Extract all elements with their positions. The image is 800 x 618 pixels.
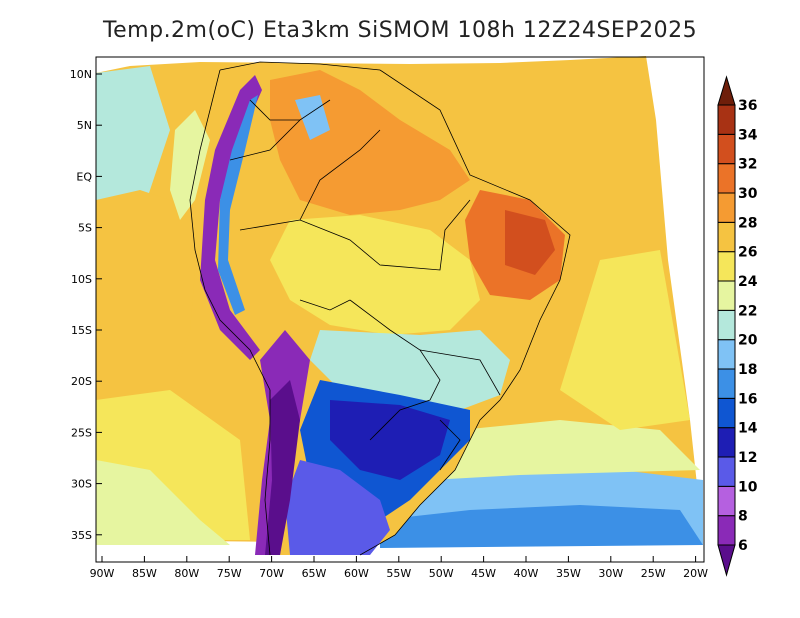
- ocean-atlantic-south-mid: [430, 420, 700, 480]
- colorbar-top-arrow: [717, 75, 736, 106]
- ocean-atlantic-east: [560, 250, 690, 430]
- lat-tick-label: 30S: [71, 478, 92, 491]
- colorbar-label: 14: [738, 421, 758, 437]
- land-patagonia: [285, 460, 390, 555]
- lon-tick-label: 60W: [344, 567, 369, 580]
- colorbar-label: 26: [738, 245, 757, 261]
- ocean-pacific-south-cool: [96, 460, 230, 545]
- lon-tick-label: 70W: [259, 567, 284, 580]
- colorbar-segment: [717, 515, 736, 546]
- colorbar-label: 16: [738, 391, 757, 407]
- longitude-ticks: 90W 85W 80W 75W 70W 65W 60W 55W 50W 45W 40W 35W 30W 2…: [90, 556, 708, 580]
- lon-tick-label: 45W: [471, 567, 496, 580]
- colorbar-segment: [717, 456, 736, 487]
- lat-tick-label: 25S: [71, 426, 92, 439]
- colorbar-label: 36: [738, 98, 757, 114]
- colorbar-label: 10: [738, 479, 758, 495]
- lon-tick-label: 20W: [683, 567, 708, 580]
- lon-tick-label: 25W: [641, 567, 666, 580]
- colorbar-label: 30: [738, 186, 758, 202]
- lon-tick-label: 30W: [598, 567, 623, 580]
- plot-frame: [95, 56, 705, 563]
- land-northeast-core: [505, 210, 555, 275]
- lat-tick-label: 5S: [78, 222, 92, 235]
- ocean-pacific-north: [96, 66, 170, 220]
- lon-tick-label: 90W: [90, 567, 115, 580]
- land-central-warm: [270, 215, 480, 335]
- land-andes-colder: [265, 380, 300, 555]
- colorbar-label: 28: [738, 215, 757, 231]
- colorbar-segment: [717, 280, 736, 311]
- colorbar-label: 32: [738, 157, 757, 173]
- lat-tick-label: 10N: [70, 68, 92, 81]
- colorbar-segment: [717, 192, 736, 223]
- colorbar-segment: [717, 104, 736, 135]
- colorbar-label: 24: [738, 274, 758, 290]
- lon-tick-label: 35W: [556, 567, 581, 580]
- latitude-ticks: 10N 5N EQ 5S 10S 15S 20S 25S 30S 35S: [70, 68, 102, 542]
- lon-tick-label: 85W: [132, 567, 157, 580]
- colorbar-segment: [717, 163, 736, 194]
- lat-tick-label: 35S: [71, 529, 92, 542]
- lon-tick-label: 40W: [514, 567, 539, 580]
- land-pampas-cold: [330, 400, 450, 480]
- colorbar-label: 34: [738, 127, 758, 143]
- lon-tick-label: 55W: [386, 567, 411, 580]
- lat-tick-label: EQ: [76, 170, 92, 183]
- lon-tick-label: 80W: [174, 567, 199, 580]
- colorbar-label: 6: [738, 538, 748, 554]
- lat-tick-label: 5N: [77, 119, 92, 132]
- colorbar-segment: [717, 309, 736, 341]
- ocean-atlantic-far-south: [380, 505, 703, 548]
- colorbar-segment: [717, 133, 736, 165]
- country-borders: [189, 61, 571, 556]
- colorbar-label: 20: [738, 333, 758, 349]
- colorbar-label: 18: [738, 362, 757, 378]
- ocean-pacific-center: [96, 190, 200, 430]
- lon-tick-label: 50W: [429, 567, 454, 580]
- map-title: Temp.2m(oC) Eta3km SiSMOM 108h 12Z24SEP2…: [102, 18, 698, 43]
- lat-tick-label: 20S: [71, 375, 92, 388]
- colorbar-segment: [717, 397, 736, 429]
- colorbar-segment: [717, 485, 736, 517]
- colorbar-bottom-arrow: [717, 544, 736, 577]
- lat-tick-label: 15S: [71, 324, 92, 337]
- land-andes-north: [200, 75, 262, 360]
- colorbar-label: 12: [738, 450, 757, 466]
- land-pacific-coast-mild: [170, 110, 210, 220]
- lat-tick-label: 10S: [71, 273, 92, 286]
- colorbar-label: 22: [738, 303, 757, 319]
- colorbar-segment: [717, 221, 736, 253]
- colorbar-segment: [717, 339, 736, 370]
- colorbar-segment: [717, 368, 736, 399]
- colorbar-segment: [717, 427, 736, 458]
- colorbar: 6 8 10 12 14 16 18 20 22 24 26 28 30 32 34 36: [717, 75, 758, 577]
- lon-tick-label: 65W: [302, 567, 327, 580]
- colorbar-label: 8: [738, 509, 748, 525]
- lon-tick-label: 75W: [217, 567, 242, 580]
- land-andes-north-mid: [218, 95, 258, 315]
- colorbar-segment: [717, 251, 736, 282]
